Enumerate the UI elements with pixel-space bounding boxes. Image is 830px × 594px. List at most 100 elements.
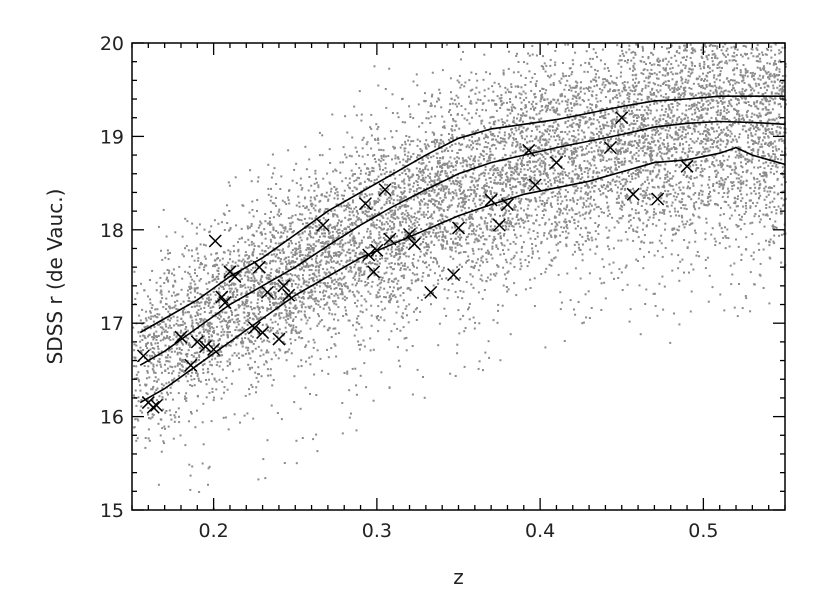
scatter-point — [279, 188, 282, 190]
scatter-point — [416, 181, 419, 183]
scatter-point — [324, 251, 327, 254]
scatter-point — [478, 174, 481, 177]
scatter-point — [272, 216, 275, 219]
scatter-point — [406, 160, 409, 163]
scatter-point — [635, 84, 638, 87]
scatter-point — [639, 187, 642, 190]
scatter-point — [368, 268, 371, 271]
scatter-point — [533, 178, 536, 181]
scatter-point — [422, 213, 425, 216]
scatter-point — [557, 124, 560, 127]
scatter-point — [784, 181, 787, 184]
scatter-point — [520, 86, 523, 89]
scatter-point — [493, 157, 496, 160]
scatter-point — [483, 146, 486, 149]
scatter-point — [463, 207, 466, 210]
scatter-point — [720, 87, 723, 90]
scatter-point — [455, 162, 458, 164]
scatter-point — [755, 105, 758, 108]
scatter-point — [233, 321, 235, 324]
scatter-point — [519, 97, 522, 100]
scatter-point — [198, 491, 201, 493]
scatter-point — [711, 53, 714, 56]
scatter-point — [769, 99, 772, 102]
scatter-point — [394, 217, 397, 220]
scatter-point — [360, 280, 363, 283]
scatter-point — [744, 295, 747, 297]
scatter-point — [402, 180, 405, 183]
scatter-point — [451, 125, 454, 128]
scatter-point — [730, 181, 733, 184]
scatter-point — [601, 169, 604, 172]
scatter-point — [777, 60, 780, 63]
scatter-point — [562, 137, 565, 140]
scatter-point — [675, 195, 678, 198]
scatter-point — [459, 86, 462, 89]
scatter-point — [750, 139, 753, 142]
scatter-point — [369, 236, 372, 239]
scatter-point — [228, 210, 231, 212]
scatter-point — [217, 278, 220, 280]
scatter-point — [543, 139, 546, 141]
scatter-point — [480, 259, 483, 262]
scatter-point — [688, 144, 691, 147]
scatter-point — [513, 168, 516, 171]
scatter-point — [644, 169, 647, 172]
scatter-point — [613, 118, 616, 121]
scatter-point — [158, 395, 161, 398]
scatter-point — [440, 147, 443, 149]
scatter-point — [352, 277, 355, 279]
scatter-point — [175, 411, 177, 414]
scatter-point — [757, 242, 760, 245]
scatter-point — [762, 132, 765, 135]
scatter-point — [488, 207, 491, 210]
scatter-point — [390, 272, 393, 275]
scatter-point — [729, 83, 731, 86]
scatter-point — [539, 136, 542, 139]
scatter-point — [346, 231, 349, 234]
scatter-point — [274, 281, 276, 284]
scatter-point — [495, 147, 497, 150]
scatter-point — [275, 183, 278, 185]
scatter-point — [471, 176, 474, 179]
scatter-point — [597, 225, 599, 228]
scatter-point — [285, 321, 288, 324]
scatter-point — [202, 268, 205, 271]
scatter-point — [480, 248, 483, 251]
scatter-point — [302, 282, 305, 285]
scatter-point — [327, 356, 330, 359]
scatter-point — [501, 243, 504, 246]
scatter-point — [651, 179, 654, 182]
scatter-point — [241, 345, 244, 348]
scatter-point — [631, 84, 634, 87]
scatter-point — [402, 217, 405, 220]
scatter-point — [597, 153, 600, 156]
scatter-point — [182, 310, 184, 312]
scatter-point — [635, 160, 638, 163]
scatter-point — [751, 112, 754, 115]
scatter-point — [525, 135, 528, 138]
scatter-point — [664, 222, 667, 225]
scatter-point — [690, 290, 693, 293]
scatter-point — [607, 149, 610, 152]
scatter-point — [605, 185, 608, 188]
scatter-point — [403, 165, 406, 167]
scatter-point — [756, 55, 759, 58]
scatter-point — [533, 181, 536, 184]
scatter-point — [146, 393, 149, 396]
scatter-point — [607, 125, 610, 128]
scatter-point — [724, 247, 727, 250]
scatter-point — [619, 75, 622, 78]
scatter-point — [218, 355, 221, 358]
scatter-point — [377, 237, 380, 240]
scatter-point — [151, 416, 154, 419]
scatter-point — [668, 210, 671, 213]
scatter-point — [524, 173, 527, 176]
scatter-point — [530, 177, 532, 180]
scatter-point — [628, 214, 630, 217]
scatter-point — [226, 204, 228, 207]
scatter-point — [510, 196, 513, 199]
scatter-point — [623, 131, 626, 134]
scatter-point — [491, 247, 494, 250]
scatter-point — [371, 193, 374, 196]
